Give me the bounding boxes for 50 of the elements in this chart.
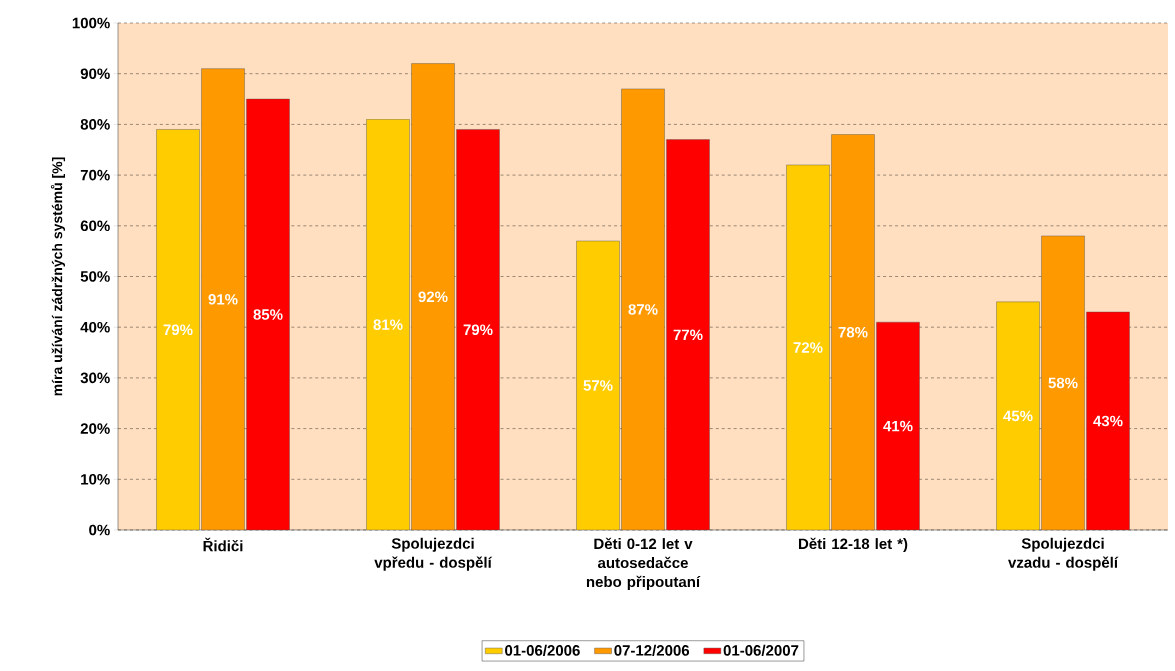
x-tick-label: Spolujezdci vpředu - dospělí: [374, 537, 493, 571]
x-tick-label: Řidiči: [203, 537, 243, 552]
data-label: 87%: [628, 304, 658, 315]
data-label: 77%: [673, 329, 703, 341]
bar: [786, 164, 830, 530]
data-label: 58%: [1048, 377, 1078, 389]
bar: [246, 98, 290, 530]
y-tick-label: 100%: [72, 17, 110, 29]
bar: [411, 63, 455, 530]
x-tick-label: Spolujezdci vzadu - dospělí: [1008, 537, 1119, 571]
bar: [621, 88, 665, 530]
legend-label: 07-12/2006: [614, 644, 690, 656]
data-label: 72%: [793, 342, 823, 353]
legend-label: 01-06/2007: [723, 644, 799, 656]
y-tick-label: 10%: [81, 473, 110, 485]
bar: [1086, 311, 1130, 530]
bar: [996, 301, 1040, 530]
y-tick-label: 40%: [80, 321, 110, 333]
data-label: 92%: [418, 291, 448, 303]
bar: [456, 129, 500, 530]
x-tick-label: Děti 0-12 let v autosedačce nebo připoutaní: [586, 537, 701, 591]
bar: [366, 119, 410, 530]
bar: [831, 134, 875, 530]
bar: [576, 240, 620, 530]
data-label: 57%: [583, 380, 613, 391]
bar: [201, 68, 245, 530]
data-label: 45%: [1003, 410, 1033, 422]
data-label: 85%: [253, 309, 283, 320]
y-tick-label: 60%: [80, 220, 110, 232]
bar: [1041, 235, 1085, 530]
y-tick-label: 80%: [80, 119, 110, 130]
data-label: 79%: [463, 324, 493, 336]
y-tick-label: 20%: [80, 423, 110, 434]
bar: [156, 129, 200, 530]
y-axis-title: míra užívání zádržných systémů [%]: [50, 157, 66, 396]
y-tick-label: 0%: [89, 524, 110, 536]
data-label: 91%: [208, 294, 238, 305]
y-tick-label: 70%: [80, 169, 110, 181]
legend-label: 01-06/2006: [505, 644, 580, 656]
data-label: 41%: [883, 420, 913, 432]
x-tick-label: Děti 12-18 let *): [798, 537, 908, 553]
y-tick-label: 90%: [80, 68, 110, 79]
data-label: 78%: [838, 326, 868, 338]
bar: [666, 139, 710, 530]
data-label: 79%: [163, 324, 193, 336]
data-label: 81%: [373, 319, 403, 330]
y-tick-label: 30%: [80, 372, 110, 384]
data-label: 43%: [1093, 415, 1123, 427]
y-tick-label: 50%: [80, 271, 110, 282]
bar: [876, 321, 920, 530]
